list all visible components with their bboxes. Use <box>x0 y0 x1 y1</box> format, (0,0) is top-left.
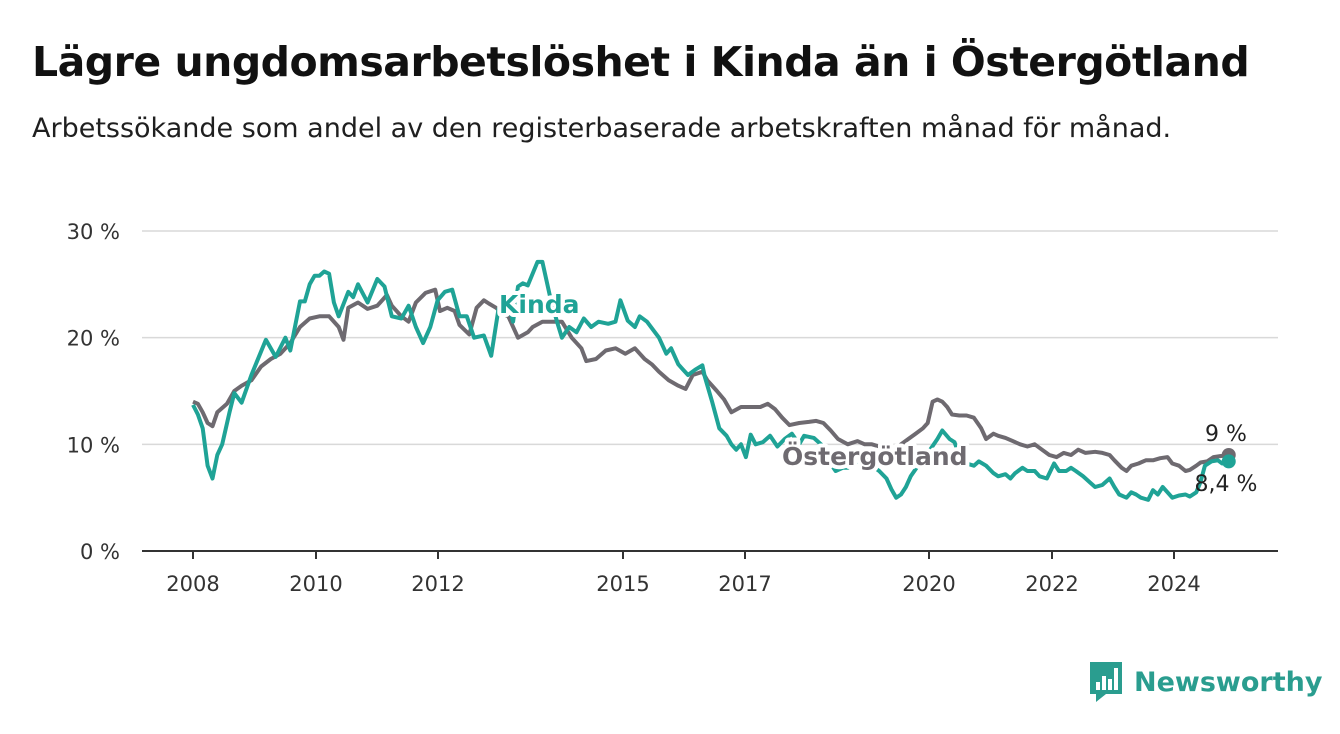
newsworthy-brand: Newsworthy <box>1088 660 1322 704</box>
x-tick-label: 2010 <box>289 572 342 596</box>
brand-name: Newsworthy <box>1134 666 1323 698</box>
end-value-ostergotland: 9 % <box>1205 422 1247 447</box>
x-tick-label: 2017 <box>718 572 771 596</box>
series-line-ostergotland <box>192 287 1229 473</box>
x-tick-label: 2022 <box>1025 572 1078 596</box>
x-tick-label: 2015 <box>596 572 649 596</box>
chart-subtitle: Arbetssökande som andel av den registerb… <box>32 113 1172 144</box>
series-line-kinda <box>191 259 1230 502</box>
series-label-kinda: Kinda <box>499 290 580 319</box>
y-tick-label: 10 % <box>67 433 120 457</box>
end-value-kinda: 8,4 % <box>1195 472 1258 497</box>
y-tick-label: 20 % <box>67 327 120 351</box>
y-tick-label: 0 % <box>80 540 120 564</box>
newsworthy-logo-icon <box>1090 662 1122 702</box>
chart-title: Lägre ungdomsarbetslöshet i Kinda än i Ö… <box>32 38 1250 86</box>
x-tick-label: 2008 <box>166 572 219 596</box>
series-label-ostergotland-halo: Östergötland <box>782 441 968 471</box>
x-tick-label: 2012 <box>411 572 464 596</box>
x-tick-label: 2020 <box>902 572 955 596</box>
y-tick-label: 30 % <box>67 220 120 244</box>
end-marker-kinda <box>1221 454 1236 469</box>
x-tick-label: 2024 <box>1147 572 1200 596</box>
series-label-ostergotland: Östergötland <box>782 441 968 471</box>
series-label-kinda-halo: Kinda <box>499 290 580 319</box>
